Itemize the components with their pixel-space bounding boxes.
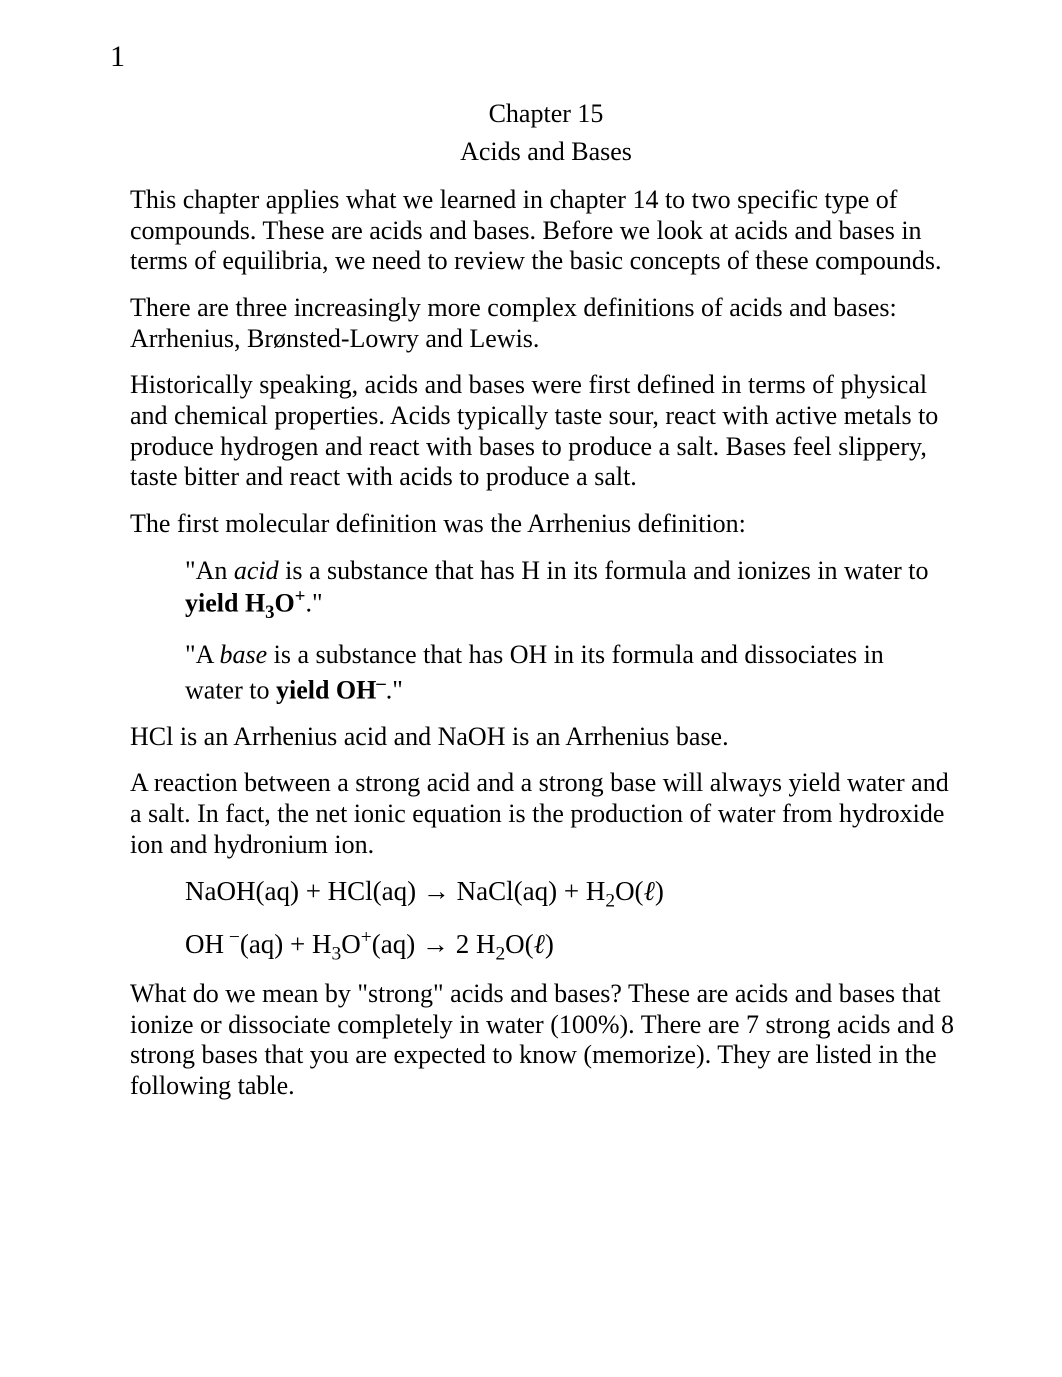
paragraph-definitions: There are three increasingly more comple… (130, 293, 962, 354)
eq1-seg4: ) (655, 876, 664, 906)
eq2-seg2: (aq) + H (240, 929, 332, 959)
eq2-seg7: ) (545, 929, 554, 959)
eq2-seg4: (aq) (372, 929, 422, 959)
paragraph-arrhenius-intro: The first molecular definition was the A… (130, 509, 962, 540)
quote-base-definition: "A base is a substance that has OH in it… (185, 638, 942, 707)
eq1-seg3: O( (615, 876, 644, 906)
q2-t3: ." (386, 676, 403, 705)
eq1-ell: ℓ (644, 876, 655, 906)
eq2-arrow: → (422, 929, 449, 959)
eq2-seg6: O( (505, 929, 534, 959)
eq2-sup1: − (224, 927, 240, 948)
eq1-sub1: 2 (605, 891, 615, 912)
page-number: 1 (110, 40, 962, 74)
q1-t1: "An (185, 556, 234, 585)
q2-sup: – (376, 673, 385, 694)
paragraph-strong-reaction: A reaction between a strong acid and a s… (130, 768, 962, 860)
q1-t3: ." (305, 589, 322, 618)
paragraph-intro: This chapter applies what we learned in … (130, 185, 962, 277)
eq1-seg1: NaOH(aq) + HCl(aq) (185, 876, 423, 906)
q1-t2: is a substance that has H in its formula… (279, 556, 929, 585)
q2-bold1: yield OH (276, 676, 376, 705)
equation-oh-h3o: OH −(aq) + H3O+(aq) → 2 H2O(ℓ) (185, 927, 962, 965)
eq2-ell: ℓ (534, 929, 545, 959)
q1-sub: 3 (265, 602, 274, 623)
q2-t1: "A (185, 640, 219, 669)
quote-acid-definition: "An acid is a substance that has H in it… (185, 556, 962, 625)
eq2-seg1: OH (185, 929, 224, 959)
eq2-sub2: 2 (495, 943, 505, 964)
q1-italic: acid (234, 556, 279, 585)
paragraph-strong-meaning: What do we mean by "strong" acids and ba… (130, 979, 962, 1102)
chapter-title: Chapter 15 (130, 99, 962, 129)
eq2-sub1: 3 (332, 943, 342, 964)
eq1-seg2: NaCl(aq) + H (450, 876, 605, 906)
q1-bold1: yield H (185, 589, 265, 618)
paragraph-hcl-naoh: HCl is an Arrhenius acid and NaOH is an … (130, 722, 962, 753)
equation-naoh-hcl: NaOH(aq) + HCl(aq) → NaCl(aq) + H2O(ℓ) (185, 876, 962, 912)
eq2-seg5: 2 H (449, 929, 496, 959)
eq2-sup2: + (361, 927, 372, 948)
chapter-subtitle: Acids and Bases (130, 137, 962, 167)
q1-bold2: O (275, 589, 295, 618)
paragraph-historical: Historically speaking, acids and bases w… (130, 370, 962, 493)
q2-italic: base (219, 640, 267, 669)
q1-sup: + (295, 586, 306, 607)
eq1-arrow: → (423, 876, 450, 906)
eq2-seg3: O (341, 929, 361, 959)
